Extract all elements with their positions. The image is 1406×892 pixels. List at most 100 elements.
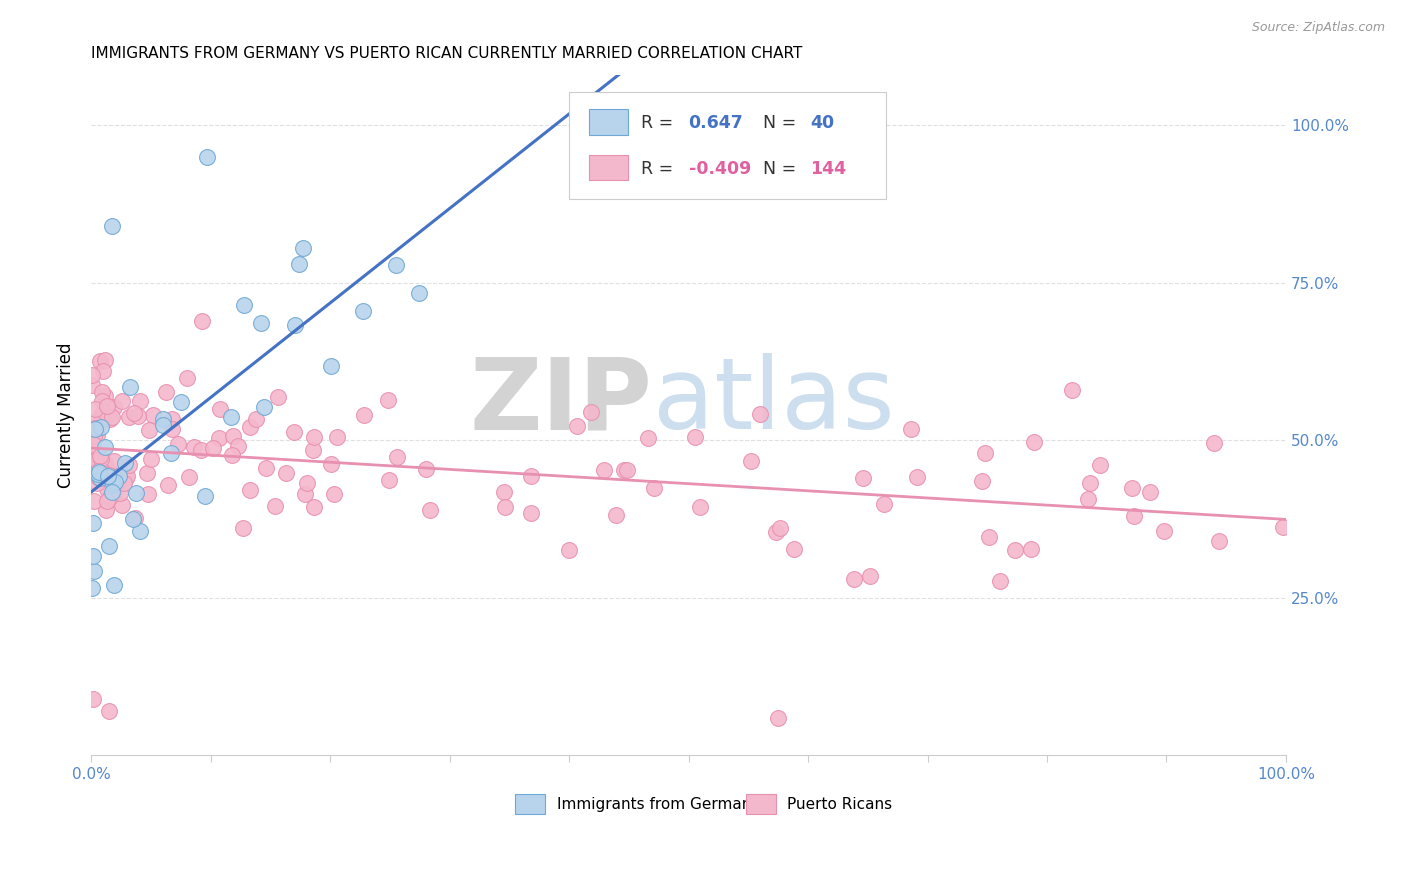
Point [233, 297, 256, 311]
Point [121, 512, 143, 526]
FancyBboxPatch shape [569, 92, 886, 200]
Point [353, 408, 375, 422]
Point [1019, 542, 1042, 557]
Point [415, 462, 437, 476]
Point [1204, 435, 1226, 450]
Point [520, 469, 543, 483]
Point [94, 441, 117, 455]
Point [408, 286, 430, 301]
Point [905, 470, 928, 484]
Point [239, 483, 262, 497]
Text: Immigrants from Germany: Immigrants from Germany [557, 797, 761, 812]
Point [239, 420, 262, 434]
Text: -0.409: -0.409 [689, 160, 751, 178]
Point [94, 503, 117, 517]
Point [112, 476, 135, 491]
Point [209, 401, 232, 416]
Point [97, 468, 120, 483]
Point [98, 539, 121, 553]
Point [101, 466, 124, 480]
Text: 0.647: 0.647 [689, 113, 744, 131]
Point [294, 487, 316, 501]
Point [90, 393, 112, 408]
Point [82, 516, 104, 530]
Point [82, 415, 104, 429]
Point [245, 412, 267, 426]
Point [267, 390, 290, 404]
Point [89, 353, 111, 368]
Point [118, 458, 141, 472]
Point [226, 439, 249, 453]
Point [616, 463, 638, 477]
Point [83, 565, 105, 579]
Point [221, 409, 243, 424]
Point [84, 422, 107, 436]
Point [252, 400, 274, 414]
Text: ZIP: ZIP [470, 353, 652, 450]
Point [89, 449, 111, 463]
Point [103, 454, 125, 468]
Point [82, 377, 104, 392]
Point [160, 422, 183, 436]
Point [579, 405, 602, 419]
Text: 40: 40 [810, 113, 835, 131]
Point [166, 436, 188, 450]
Point [122, 406, 145, 420]
Point [103, 578, 125, 592]
Point [152, 411, 174, 425]
Point [101, 219, 124, 234]
Point [859, 568, 882, 582]
Point [250, 316, 273, 330]
Point [84, 452, 107, 467]
Point [101, 484, 124, 499]
Point [319, 359, 342, 374]
Point [194, 489, 217, 503]
Point [191, 313, 214, 327]
Point [287, 257, 309, 271]
Point [202, 441, 225, 455]
Point [900, 422, 922, 436]
Point [842, 572, 865, 586]
Point [972, 474, 994, 488]
Point [83, 402, 105, 417]
Point [1139, 485, 1161, 500]
Point [91, 364, 114, 378]
Point [567, 419, 589, 434]
Point [613, 462, 636, 476]
Text: 144: 144 [810, 160, 846, 178]
Point [302, 430, 325, 444]
Point [93, 352, 115, 367]
Text: R =: R = [641, 160, 679, 178]
Point [749, 407, 772, 421]
Point [107, 468, 129, 483]
Point [263, 499, 285, 513]
Point [176, 371, 198, 385]
Point [292, 241, 315, 255]
Point [769, 521, 792, 535]
Point [86, 428, 108, 442]
Point [103, 485, 125, 500]
Point [284, 318, 307, 332]
Point [378, 474, 401, 488]
Point [1077, 491, 1099, 506]
Point [1060, 383, 1083, 397]
Point [156, 477, 179, 491]
Point [94, 456, 117, 470]
Point [89, 452, 111, 467]
Point [101, 410, 124, 425]
Point [98, 411, 121, 425]
Point [377, 392, 399, 407]
Point [114, 471, 136, 485]
Point [740, 453, 762, 467]
Point [118, 379, 141, 393]
Point [352, 304, 374, 318]
FancyBboxPatch shape [747, 794, 776, 814]
Point [96, 483, 118, 497]
Point [87, 464, 110, 478]
Point [1121, 481, 1143, 495]
Point [104, 475, 127, 489]
Point [1090, 458, 1112, 472]
Point [142, 409, 165, 423]
Point [91, 411, 114, 425]
Point [103, 401, 125, 415]
